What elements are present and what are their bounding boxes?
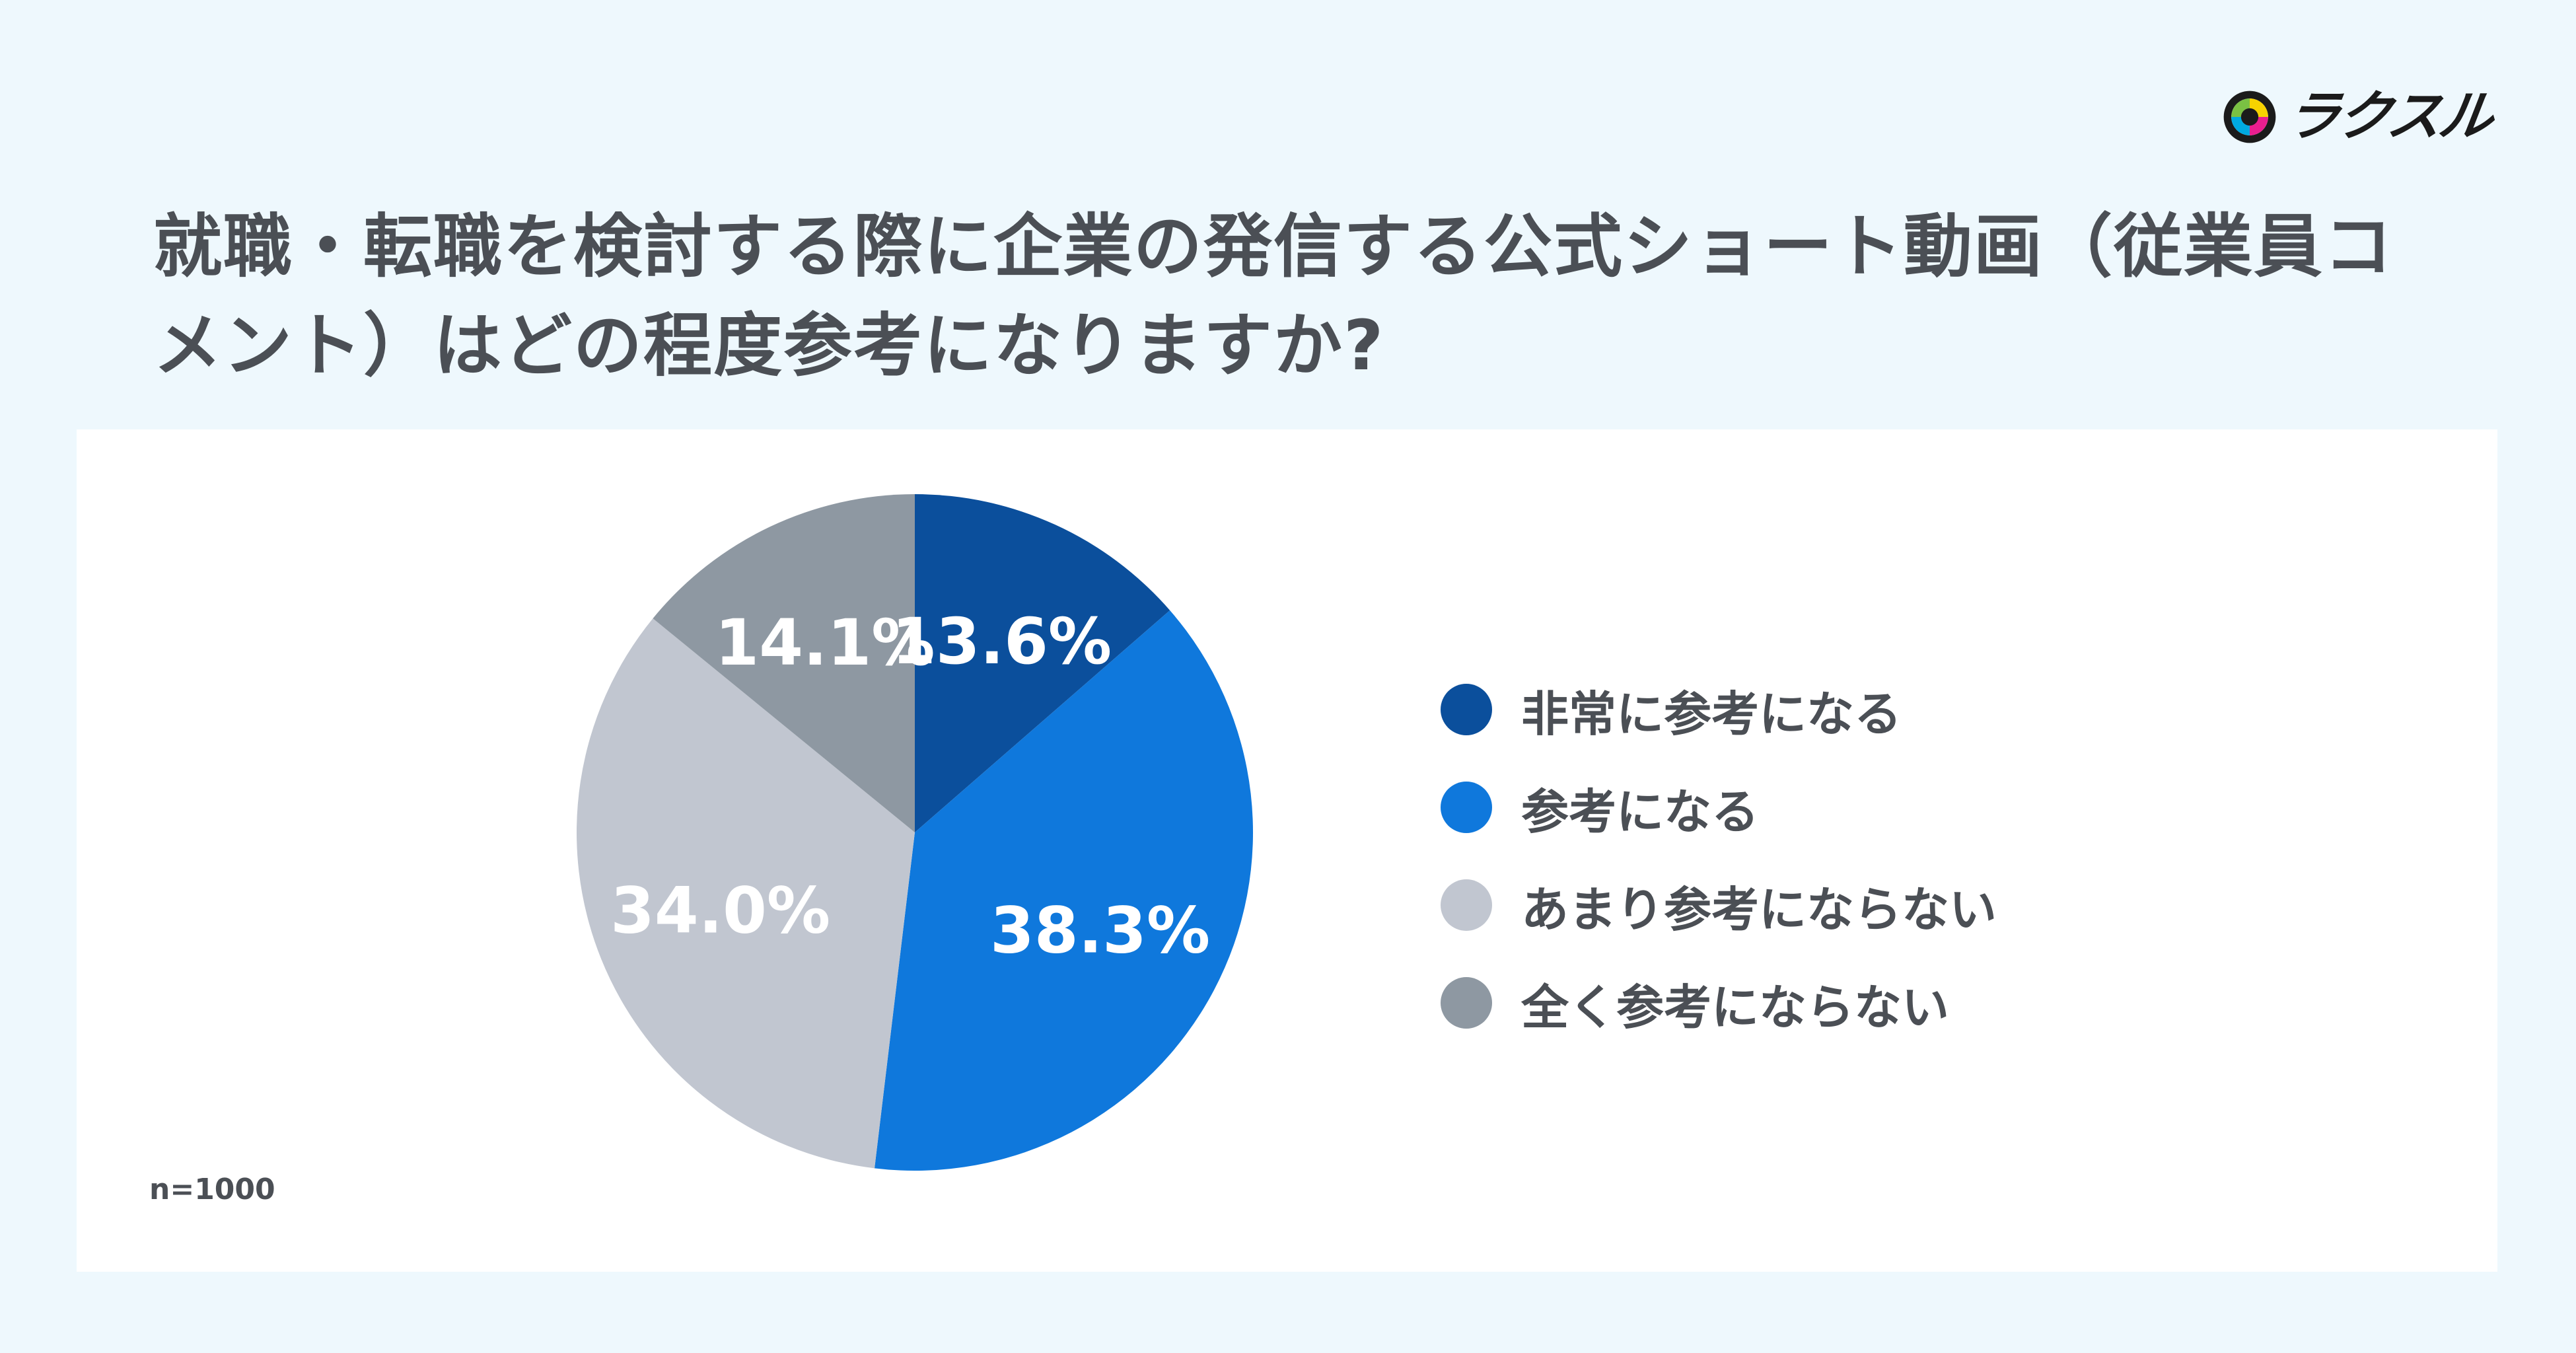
- brand-logo: ラクスル: [2223, 81, 2495, 153]
- legend-item: 非常に参考になる: [1441, 661, 2299, 758]
- legend-swatch-not-very-helpful: [1441, 879, 1492, 931]
- brand-mark-icon: [2223, 91, 2276, 143]
- chart-panel: 13.6% 38.3% 34.0% 14.1% 非常に参考になる 参考になる あまり参…: [77, 429, 2497, 1272]
- legend-item: あまり参考にならない: [1441, 856, 2299, 954]
- pie-label-very-helpful: 13.6%: [892, 604, 1112, 678]
- legend: 非常に参考になる 参考になる あまり参考にならない 全く参考にならない: [1441, 661, 2299, 1052]
- pie-label-not-helpful-at-all: 14.1%: [715, 606, 935, 680]
- legend-label: 非常に参考になる: [1521, 686, 1902, 742]
- legend-item: 全く参考にならない: [1441, 954, 2299, 1052]
- pie-slice-not-helpful-at-all: [653, 494, 915, 832]
- pie-chart: 13.6% 38.3% 34.0% 14.1%: [577, 494, 1254, 1171]
- legend-item: 参考になる: [1441, 758, 2299, 856]
- pie-label-not-very-helpful: 34.0%: [610, 874, 830, 948]
- brand-name: ラクスル: [2281, 85, 2495, 148]
- pie-slice-very-helpful: [915, 494, 1170, 832]
- sample-size: n=1000: [149, 1173, 275, 1206]
- legend-label: 参考になる: [1521, 784, 1760, 840]
- legend-label: あまり参考にならない: [1521, 881, 1997, 937]
- pie-slices: [577, 494, 1254, 1171]
- pie-slice-helpful: [875, 610, 1254, 1171]
- legend-swatch-helpful: [1441, 782, 1492, 833]
- legend-swatch-very-helpful: [1441, 684, 1492, 735]
- pie-labels: 13.6% 38.3% 34.0% 14.1%: [610, 604, 1210, 967]
- pie-label-helpful: 38.3%: [990, 894, 1210, 968]
- legend-swatch-not-helpful-at-all: [1441, 977, 1492, 1029]
- legend-label: 全く参考にならない: [1521, 979, 1950, 1035]
- pie-slice-not-very-helpful: [577, 618, 915, 1169]
- chart-title: 就職・転職を検討する際に企業の発信する公式ショート動画（従業員コメント）はどの程…: [153, 206, 2394, 386]
